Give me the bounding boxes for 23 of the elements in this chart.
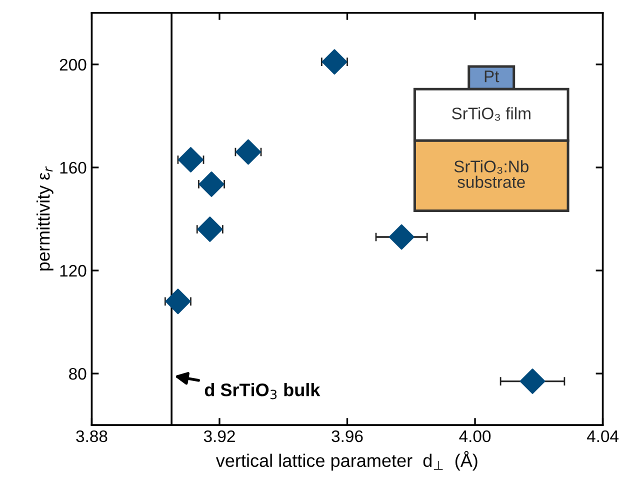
x-axis-title: vertical lattice parameter d$_{⊥}$ (Å) xyxy=(216,451,478,471)
x-tick-label: 4.00 xyxy=(459,430,491,442)
point xyxy=(197,216,223,242)
y-axis-title: permittivity ε$_{r}$ xyxy=(36,166,54,270)
point xyxy=(165,288,191,314)
point xyxy=(178,147,204,172)
ref-line-label: d SrTiO$_{3}$ bulk xyxy=(204,383,320,400)
point xyxy=(388,224,414,250)
y-tick-label: 200 xyxy=(60,58,86,71)
y-tick-label: 120 xyxy=(60,264,86,277)
point xyxy=(520,368,546,394)
x-tick-label: 3.92 xyxy=(204,430,235,442)
annotation: SrTiO₃:Nb substrate xyxy=(454,160,528,188)
y-tick-label: 160 xyxy=(60,162,86,174)
x-tick-label: 3.96 xyxy=(332,430,363,442)
x-tick-label: 3.88 xyxy=(76,430,108,442)
point xyxy=(322,49,348,75)
point xyxy=(236,139,261,165)
y-tick-label: 80 xyxy=(69,368,86,380)
annotation: Pt xyxy=(484,70,500,82)
annotation: SrTiO₃ film xyxy=(452,107,530,121)
x-tick-label: 4.04 xyxy=(586,430,619,442)
point xyxy=(198,171,224,197)
